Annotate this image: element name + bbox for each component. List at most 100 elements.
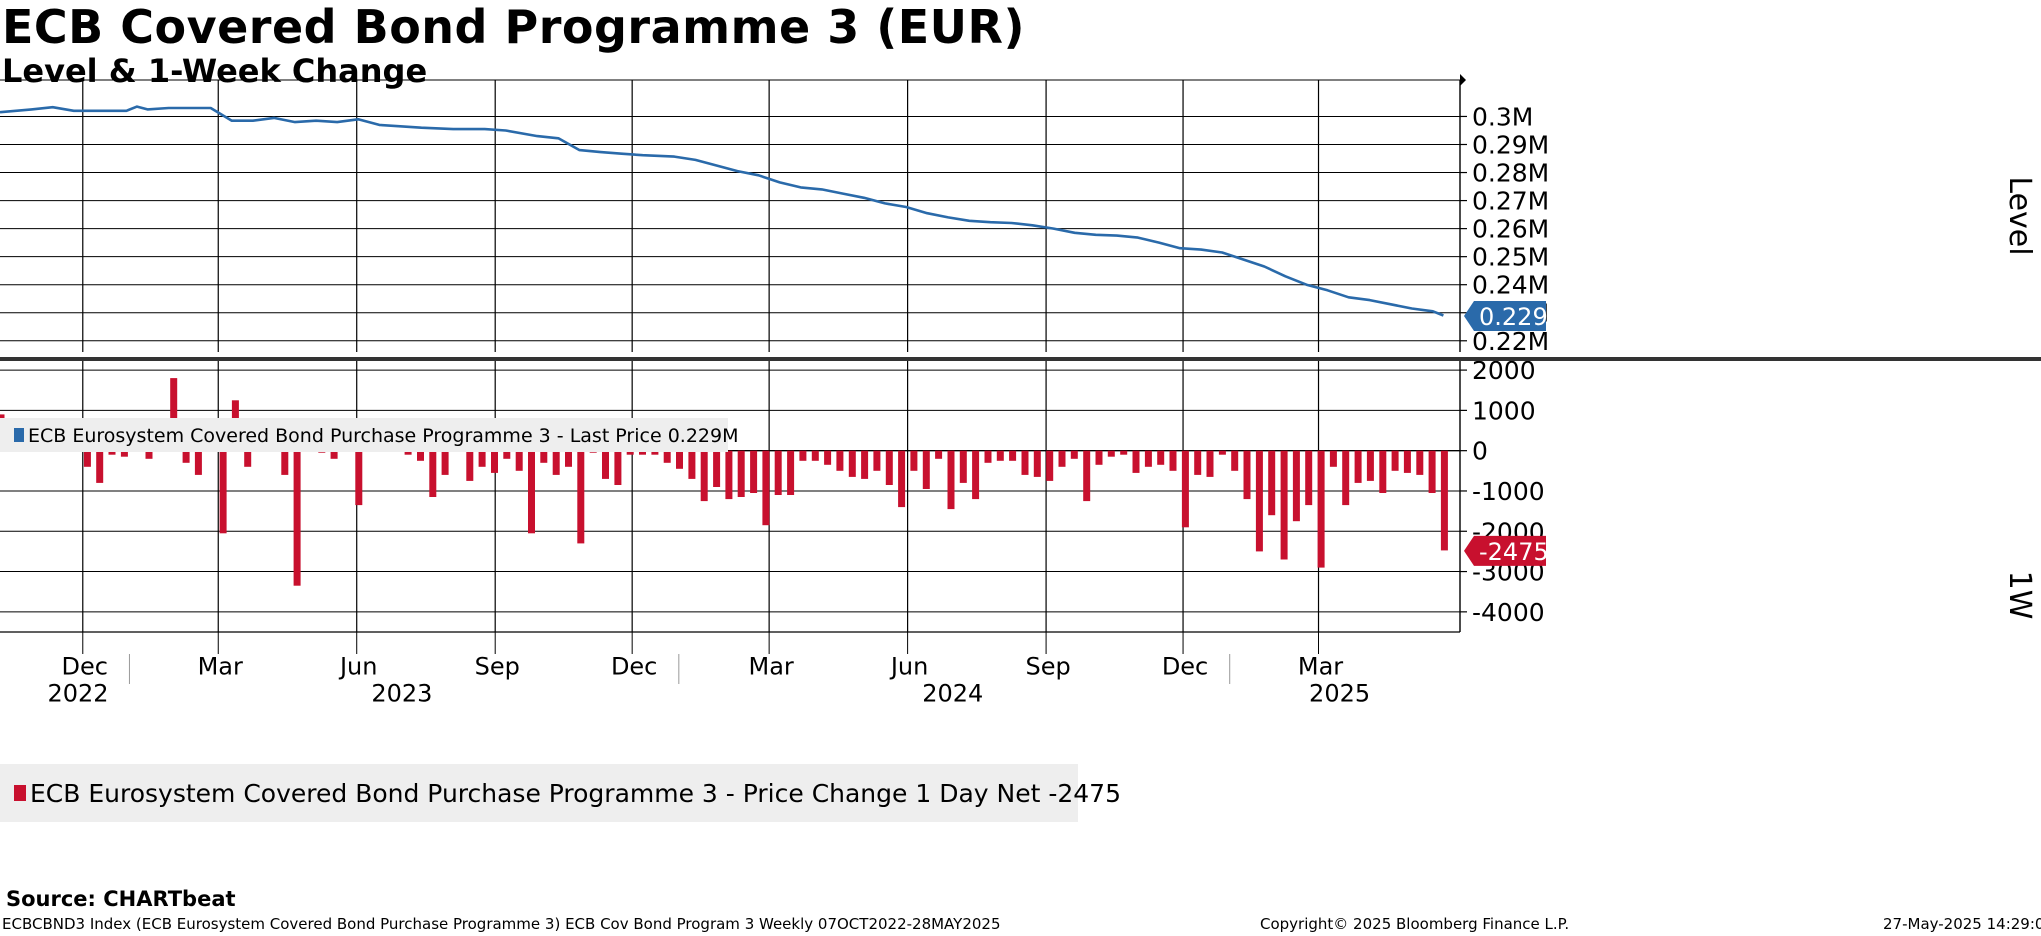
change-legend: ECB Eurosystem Covered Bond Purchase Pro… — [0, 764, 1121, 822]
change-bar — [602, 450, 609, 479]
change-bar — [799, 450, 807, 461]
change-bar — [774, 450, 782, 495]
change-bar — [182, 450, 190, 463]
change-bar — [811, 450, 819, 461]
change-bar — [293, 450, 301, 586]
bottom-ytick-label: -4000 — [1472, 598, 1545, 627]
top-ytick-label: 0.28M — [1472, 159, 1549, 188]
change-bar — [663, 450, 671, 463]
level-legend-bg — [0, 418, 728, 452]
change-bar — [503, 450, 511, 459]
change-bar — [1317, 450, 1325, 568]
change-bar — [1280, 450, 1288, 560]
change-bar — [120, 450, 128, 457]
change-bar — [108, 450, 116, 455]
change-bar — [96, 450, 104, 483]
grid-lines — [0, 79, 1460, 632]
change-bar — [1354, 450, 1362, 483]
change-bar — [737, 450, 745, 497]
top-ytick-label: 0.3M — [1472, 102, 1533, 131]
level-axis-title: Level — [2002, 176, 2037, 255]
change-bar — [1120, 450, 1128, 455]
change-bar — [1132, 450, 1140, 473]
chart-title: ECB Covered Bond Programme 3 (EUR) — [2, 0, 1025, 54]
change-bar — [1440, 450, 1448, 551]
change-bar — [1021, 450, 1029, 475]
month-tick-label: Dec — [62, 653, 108, 681]
year-label: 2023 — [371, 680, 432, 708]
month-tick-label: Mar — [198, 653, 243, 681]
change-bar — [922, 450, 930, 489]
top-ytick-label: 0.27M — [1472, 187, 1549, 216]
change-bar — [1157, 450, 1165, 465]
change-bar — [281, 450, 289, 475]
month-tick-label: Jun — [338, 653, 378, 681]
level-series — [0, 105, 1444, 317]
month-tick-label: Dec — [611, 653, 657, 681]
change-bar — [676, 450, 683, 469]
year-label: 2022 — [47, 680, 108, 708]
change-bar — [947, 450, 955, 510]
change-bar — [688, 450, 696, 479]
change-legend-label: ECB Eurosystem Covered Bond Purchase Pro… — [30, 779, 1121, 808]
level-line — [0, 105, 1444, 317]
change-bar — [404, 450, 412, 455]
axes: Dec Mar Jun Sep Dec Mar Jun Sep Dec Mar0.3M0.29M0… — [0, 74, 2041, 708]
change-bar — [1194, 450, 1202, 475]
change-bar — [1144, 450, 1152, 467]
change-bar — [910, 450, 918, 471]
change-bar — [1342, 450, 1350, 506]
change-bar — [1083, 450, 1091, 502]
change-bar — [1403, 450, 1411, 473]
change-bar — [787, 450, 795, 495]
change-bar — [1255, 450, 1263, 552]
change-bar — [515, 450, 523, 471]
year-label: 2024 — [922, 680, 983, 708]
change-bar — [540, 450, 548, 463]
level-legend-label: ECB Eurosystem Covered Bond Purchase Pro… — [28, 425, 739, 447]
change-bar — [836, 450, 844, 471]
change-bar — [1268, 450, 1276, 516]
change-bar — [1058, 450, 1066, 467]
footer-left: ECBCBND3 Index (ECB Eurosystem Covered B… — [2, 915, 1001, 933]
change-bar — [330, 450, 338, 459]
change-bar — [1231, 450, 1239, 471]
change-bar — [1169, 450, 1177, 471]
change-bars — [0, 378, 1448, 586]
change-bar — [873, 450, 881, 471]
month-tick-label: Jun — [889, 653, 929, 681]
bottom-ytick-label: 1000 — [1472, 396, 1536, 425]
panel-separator — [0, 357, 2041, 361]
level-legend: ECB Eurosystem Covered Bond Purchase Pro… — [0, 418, 739, 452]
change-bar — [1305, 450, 1313, 506]
month-tick-label: Dec — [1162, 653, 1208, 681]
legends: ECB Eurosystem Covered Bond Purchase Pro… — [0, 418, 1121, 822]
level-last-tag-label: 0.229M — [1479, 303, 1568, 331]
change-last-tag — [1464, 535, 1546, 566]
change-axis-title: 1W — [2002, 571, 2037, 620]
footer-timestamp: 27-May-2025 14:29:09 — [1883, 915, 2041, 933]
change-bar — [1046, 450, 1054, 481]
change-bar — [1218, 450, 1226, 455]
bottom-ytick-label: -1000 — [1472, 477, 1545, 506]
change-bar — [170, 378, 178, 451]
year-label: 2025 — [1309, 680, 1370, 708]
change-bar — [417, 450, 424, 461]
change-bar — [441, 450, 449, 475]
change-bar — [552, 450, 560, 475]
change-bar — [478, 450, 486, 467]
change-bar — [83, 450, 91, 467]
change-bar — [1428, 450, 1436, 493]
level-last-tag — [1464, 301, 1546, 332]
change-bar — [219, 450, 227, 534]
change-bar — [959, 450, 967, 483]
change-legend-bg — [0, 764, 1078, 822]
month-tick-label: Mar — [1298, 653, 1343, 681]
change-bar — [651, 450, 659, 455]
change-bar — [1070, 450, 1078, 459]
change-bar — [824, 450, 832, 465]
change-bar — [1329, 450, 1337, 467]
level-legend-swatch — [14, 428, 24, 442]
change-legend-swatch — [14, 785, 26, 801]
